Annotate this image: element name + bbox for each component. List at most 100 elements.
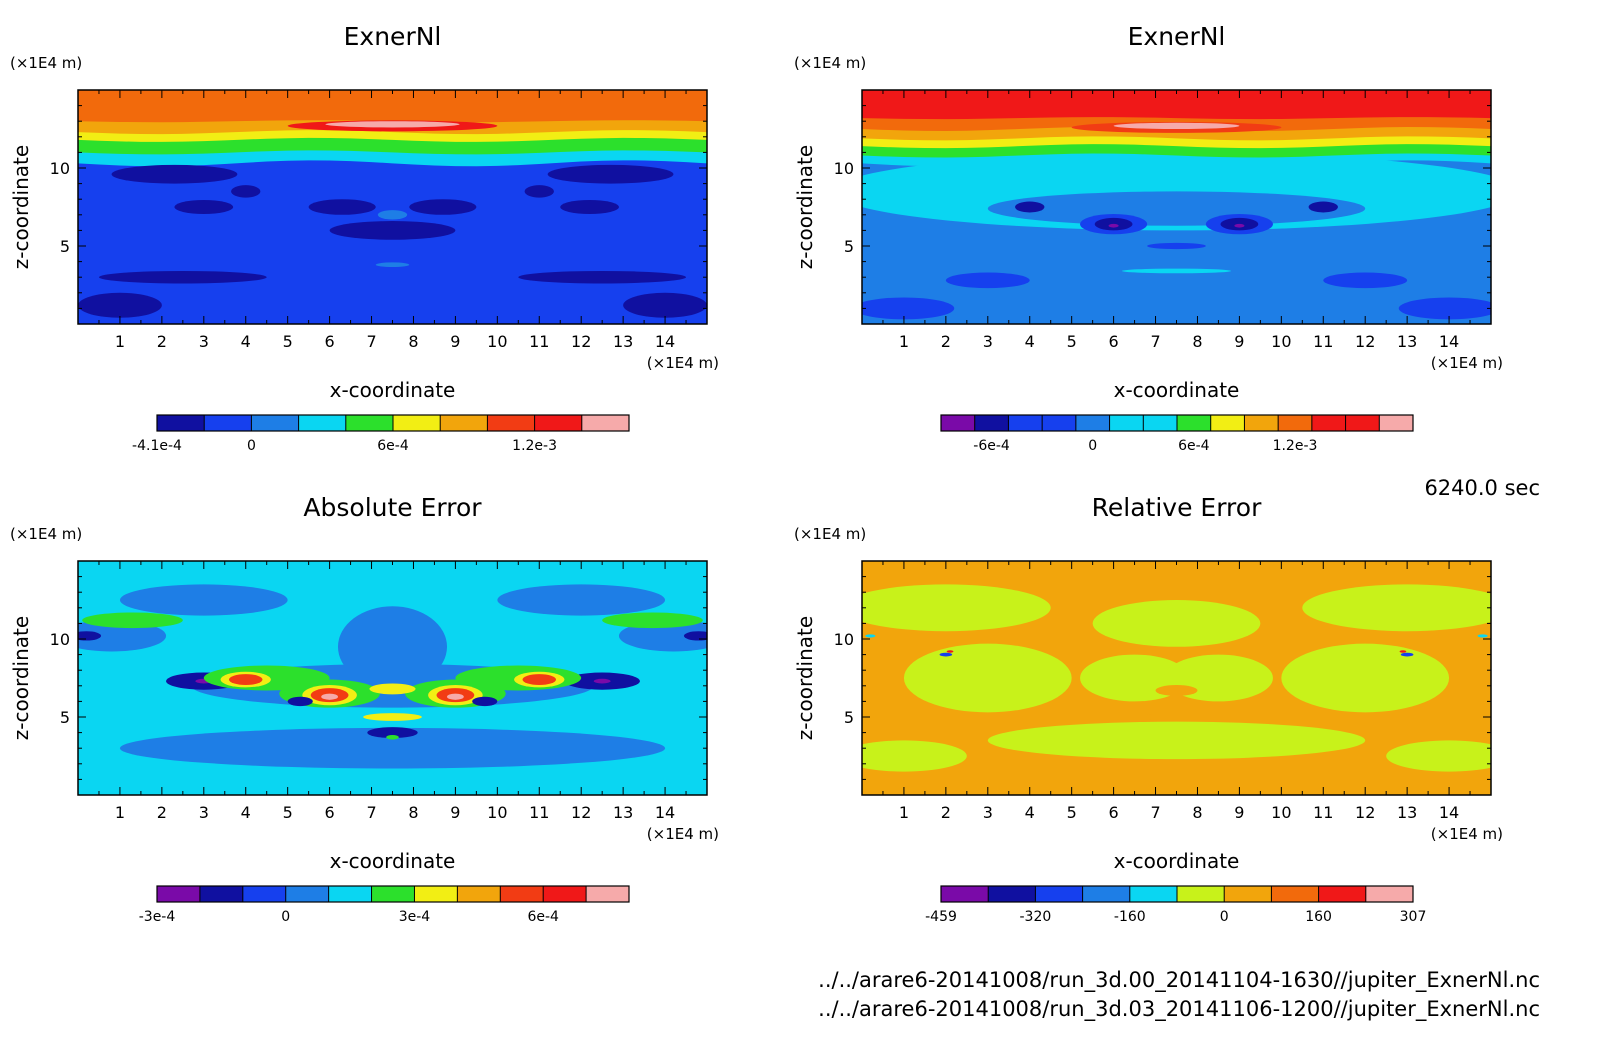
x-tick-label: 10	[487, 803, 507, 822]
colorbar-frame	[156, 414, 630, 432]
colorbar-frame	[940, 414, 1414, 432]
x-tick-label: 9	[1234, 332, 1244, 351]
contour-band	[78, 90, 707, 123]
contour-region	[903, 643, 1072, 713]
contour-region	[946, 650, 954, 653]
colorbar-swatch	[1244, 415, 1279, 431]
contour-region	[98, 270, 267, 284]
x-tick-label: 13	[1397, 332, 1417, 351]
contour-region	[1138, 713, 1215, 721]
colorbar-swatch	[1008, 415, 1043, 431]
colorbar-swatch	[1177, 415, 1212, 431]
colorbar-swatch	[298, 415, 347, 431]
x-tick-label: 5	[283, 803, 293, 822]
contour-region	[522, 674, 557, 686]
colorbar-tick-label: -320	[1020, 909, 1052, 925]
x-tick-label: 9	[450, 803, 460, 822]
contour-region	[386, 734, 399, 740]
colorbar-tick-label: 6e-4	[377, 438, 409, 454]
contour-region	[1323, 272, 1408, 289]
colorbar-swatch	[1318, 886, 1367, 902]
colorbar-swatch	[157, 415, 205, 431]
colorbar-swatch	[543, 886, 587, 902]
colorbar-tick-label: 1.2e-3	[512, 438, 557, 454]
y-axis-label: z-coordinate	[793, 616, 817, 740]
colorbar-swatch	[1224, 886, 1272, 902]
x-tick-label: 9	[1234, 803, 1244, 822]
x-tick-label: 6	[325, 332, 335, 351]
x-tick-label: 4	[1025, 803, 1035, 822]
x-tick-label: 10	[487, 332, 507, 351]
chart-panel: ExnerNl(×1E4 m)1 2 3 4 5 6 7 8 9 10 11 12 13 14510(×1…	[9, 22, 719, 454]
colorbar-swatch	[1109, 415, 1144, 431]
x-tick-label: 5	[1067, 332, 1077, 351]
colorbar-tick-label: 6e-4	[527, 909, 559, 925]
contour-region	[623, 292, 707, 318]
y-tick-label: 10	[50, 630, 70, 649]
x-tick-label: 12	[571, 332, 591, 351]
x-tick-label: 3	[983, 332, 993, 351]
colorbar-swatch	[393, 415, 441, 431]
x-tick-label: 1	[115, 332, 125, 351]
colorbar-swatch	[1271, 886, 1320, 902]
contour-region	[231, 185, 261, 198]
x-tick-label: 7	[1150, 803, 1160, 822]
x-tick-label: 1	[899, 803, 909, 822]
x-tick-label: 13	[613, 803, 633, 822]
x-tick-label: 8	[408, 803, 418, 822]
x-tick-label: 3	[199, 803, 209, 822]
contour-region	[447, 693, 464, 700]
x-tick-label: 2	[941, 332, 951, 351]
x-tick-label: 7	[366, 803, 376, 822]
time-label: 6240.0 sec	[1424, 476, 1540, 500]
contour-region	[78, 631, 102, 641]
colorbar-swatch	[345, 415, 394, 431]
contour-region	[1234, 223, 1245, 228]
x-tick-label: 11	[529, 803, 549, 822]
y-tick-label: 5	[844, 237, 854, 256]
contour-region	[369, 683, 416, 695]
footer-file-1: ../../arare6-20141008/run_3d.00_20141104…	[818, 968, 1540, 993]
colorbar-swatch	[242, 886, 287, 902]
colorbar-tick-label: 160	[1305, 909, 1332, 925]
y-unit-label: (×1E4 m)	[794, 525, 866, 543]
contour-region	[1281, 643, 1450, 713]
colorbar-swatch	[371, 886, 415, 902]
contour-region	[524, 185, 554, 198]
chart-panel: Absolute Error(×1E4 m)1 2 3 4 5 6 7 8 9 10 11 12 13 1…	[9, 493, 719, 925]
x-tick-label: 14	[655, 803, 675, 822]
contour-region	[111, 164, 238, 184]
colorbar-tick-label: 307	[1400, 909, 1427, 925]
contour-region	[119, 584, 288, 616]
x-tick-label: 6	[1109, 332, 1119, 351]
colorbar-tick-label: -459	[925, 909, 957, 925]
chart-title: Absolute Error	[303, 493, 482, 522]
colorbar-swatch	[204, 415, 252, 431]
contour-band	[862, 90, 1491, 120]
contour-region	[1108, 223, 1119, 228]
x-axis-label: x-coordinate	[1114, 378, 1240, 402]
contour-region	[78, 620, 167, 652]
contour-region	[683, 631, 707, 641]
y-unit-label: (×1E4 m)	[794, 54, 866, 72]
contour-region	[1015, 201, 1045, 213]
contour-region	[1477, 634, 1488, 638]
contour-region	[939, 652, 953, 657]
x-unit-label: (×1E4 m)	[647, 354, 719, 372]
contour-region	[862, 740, 967, 772]
colorbar-tick-label: -6e-4	[973, 438, 1010, 454]
contour-region	[1399, 650, 1407, 653]
chart-panel: Relative Error(×1E4 m)1 2 3 4 5 6 7 8 9 10 11 12 13 1…	[793, 493, 1503, 925]
x-tick-label: 8	[1192, 332, 1202, 351]
x-tick-label: 2	[157, 803, 167, 822]
footer-file-2: ../../arare6-20141008/run_3d.03_20141106…	[818, 997, 1540, 1022]
x-tick-label: 10	[1271, 332, 1291, 351]
colorbar-swatch	[1177, 886, 1225, 902]
colorbar-swatch	[586, 886, 630, 902]
contour-region	[375, 262, 410, 268]
contour-region	[945, 272, 1030, 289]
colorbar-tick-label: 0	[281, 909, 290, 925]
contour-region	[547, 164, 674, 184]
contour-region	[78, 292, 162, 318]
contour-region	[862, 297, 955, 320]
